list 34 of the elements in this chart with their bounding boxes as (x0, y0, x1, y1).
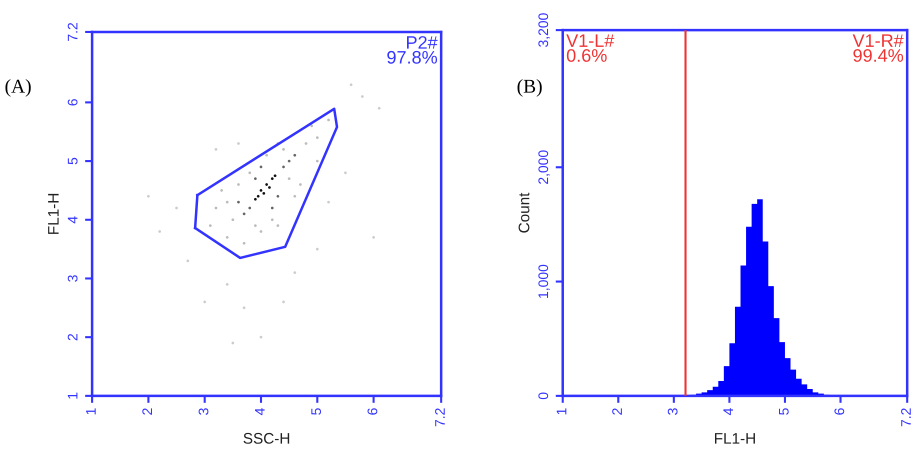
annotation: P2# 97.8% (387, 36, 438, 64)
x-tick-label: 5 (778, 408, 789, 415)
y-tick-label: 1 (68, 392, 78, 399)
y-tick-label: 2 (68, 334, 78, 340)
y-tick-label: 6 (68, 99, 78, 106)
text: (B) (518, 79, 542, 97)
x-axis-title: SSC-H (244, 432, 290, 444)
x-tick-label: 3 (668, 408, 678, 415)
y-tick-label: 0 (538, 392, 548, 400)
y-tick-label: 7.2 (68, 22, 78, 41)
x-tick-label: 2 (612, 408, 622, 415)
text: (A) (5, 79, 31, 97)
y-tick-label: 1,000 (538, 264, 550, 298)
x-axis-title: FL1-H (714, 433, 755, 444)
x-tick-label: 6 (367, 408, 378, 415)
x-tick-label: 4 (723, 408, 733, 416)
x-tick-label: 7.2 (435, 408, 445, 426)
annotation: V1-L# 0.6% (566, 34, 614, 62)
x-tick-label: 5 (311, 408, 322, 415)
y-tick-label: 3 (68, 275, 78, 282)
x-tick-label: 1 (86, 408, 96, 414)
x-tick-label: 1 (556, 408, 566, 414)
annotation: V1-R# 99.4% (852, 34, 904, 62)
x-tick-label: 4 (255, 408, 265, 416)
y-axis-title: Count (518, 192, 530, 233)
y-axis-title: FL1-H (48, 194, 59, 234)
y-tick-label: 3,200 (538, 13, 550, 47)
y-tick-label: 2,000 (538, 150, 550, 184)
x-tick-label: 2 (142, 408, 152, 415)
x-tick-label: 7.2 (901, 408, 911, 426)
y-tick-label: 4 (68, 216, 78, 224)
y-tick-label: 5 (68, 158, 78, 164)
x-tick-label: 3 (198, 408, 208, 415)
x-tick-label: 6 (834, 408, 844, 415)
